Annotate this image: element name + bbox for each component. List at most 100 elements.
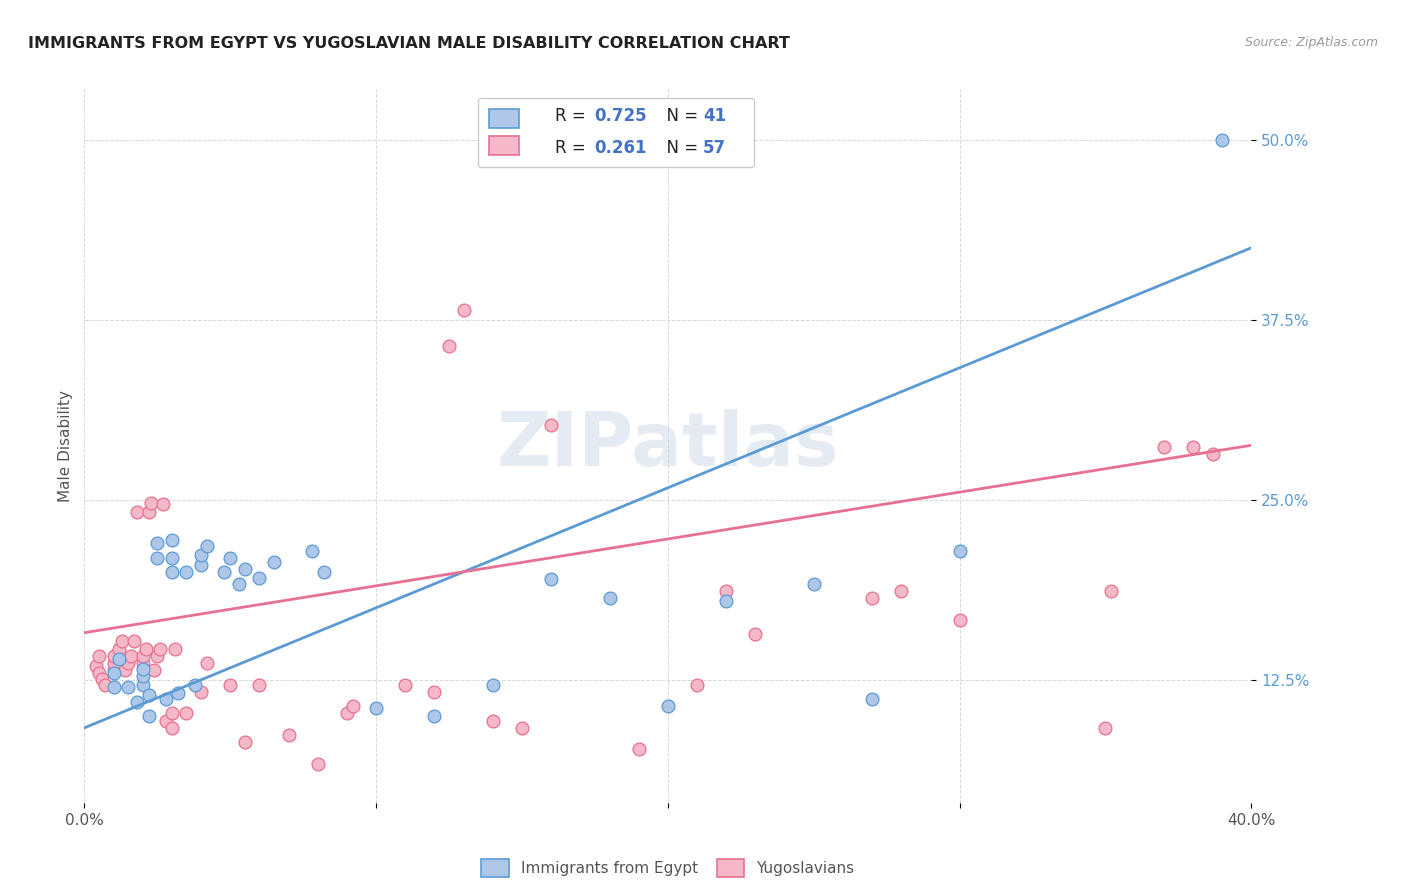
Point	[949, 613, 972, 627]
Point	[1099, 583, 1122, 598]
Legend: Immigrants from Egypt, Yugoslavians: Immigrants from Egypt, Yugoslavians	[475, 854, 860, 883]
Point	[860, 591, 883, 606]
Point	[184, 677, 207, 691]
Point	[132, 648, 155, 663]
Text: N =: N =	[657, 107, 704, 125]
Point	[90, 672, 112, 686]
Point	[103, 663, 125, 677]
Text: Source: ZipAtlas.com: Source: ZipAtlas.com	[1244, 36, 1378, 49]
Point	[160, 533, 183, 548]
Point	[103, 666, 125, 681]
Point	[277, 728, 299, 742]
Point	[336, 706, 359, 721]
Point	[146, 550, 169, 565]
Point	[135, 641, 157, 656]
Y-axis label: Male Disability: Male Disability	[58, 390, 73, 502]
Point	[190, 548, 212, 562]
Point	[1202, 447, 1225, 461]
Point	[155, 714, 177, 728]
Point	[540, 572, 562, 586]
Point	[138, 709, 160, 723]
Point	[482, 714, 505, 728]
Point	[1182, 440, 1205, 454]
Point	[152, 497, 174, 511]
Point	[599, 591, 621, 606]
Point	[132, 677, 155, 691]
Point	[117, 656, 139, 670]
Point	[233, 735, 256, 749]
Point	[138, 505, 160, 519]
Point	[394, 677, 416, 691]
Point	[423, 709, 446, 723]
Point	[1153, 440, 1175, 454]
Point	[301, 543, 323, 558]
Point	[103, 656, 125, 670]
Point	[146, 536, 169, 550]
Text: IMMIGRANTS FROM EGYPT VS YUGOSLAVIAN MALE DISABILITY CORRELATION CHART: IMMIGRANTS FROM EGYPT VS YUGOSLAVIAN MAL…	[28, 36, 790, 51]
Point	[138, 688, 160, 702]
Point	[87, 648, 110, 663]
Point	[233, 562, 256, 576]
Point	[249, 571, 271, 585]
Point	[219, 677, 242, 691]
Point	[117, 681, 139, 695]
Text: N =: N =	[657, 139, 704, 157]
Text: 57: 57	[703, 139, 725, 157]
Text: 41: 41	[703, 107, 725, 125]
Point	[219, 550, 242, 565]
Point	[190, 558, 212, 572]
Point	[143, 663, 166, 677]
Point	[160, 565, 183, 579]
Point	[166, 686, 188, 700]
Text: 0.261: 0.261	[595, 139, 647, 157]
Point	[160, 721, 183, 735]
Point	[141, 496, 163, 510]
Point	[125, 505, 148, 519]
Point	[108, 651, 131, 665]
Point	[149, 641, 172, 656]
Point	[312, 565, 335, 579]
Point	[860, 692, 883, 706]
Point	[146, 648, 169, 663]
Point	[132, 669, 155, 683]
Point	[155, 692, 177, 706]
Point	[176, 565, 198, 579]
Point	[1094, 721, 1116, 735]
Point	[510, 721, 533, 735]
Point	[949, 543, 972, 558]
Point	[120, 648, 142, 663]
Point	[342, 699, 364, 714]
Point	[160, 550, 183, 565]
Point	[87, 666, 110, 681]
Point	[84, 658, 107, 673]
Point	[214, 565, 236, 579]
Point	[108, 641, 131, 656]
Point	[540, 418, 562, 433]
Point	[437, 339, 460, 353]
Point	[716, 594, 738, 608]
Text: 0.725: 0.725	[595, 107, 647, 125]
Text: R =: R =	[555, 139, 591, 157]
Point	[195, 656, 218, 670]
Point	[125, 695, 148, 709]
Text: ZIPatlas: ZIPatlas	[496, 409, 839, 483]
Point	[453, 302, 475, 317]
Point	[1211, 133, 1233, 147]
Text: R =: R =	[555, 107, 591, 125]
Point	[263, 555, 285, 569]
Point	[103, 648, 125, 663]
Point	[111, 634, 134, 648]
Point	[716, 583, 738, 598]
Point	[132, 656, 155, 670]
Point	[423, 685, 446, 699]
Point	[482, 677, 505, 691]
Point	[686, 677, 709, 691]
Point	[176, 706, 198, 721]
Point	[163, 641, 186, 656]
Point	[803, 576, 825, 591]
Point	[103, 681, 125, 695]
Point	[228, 576, 250, 591]
Point	[307, 756, 329, 771]
Point	[366, 700, 388, 714]
Point	[249, 677, 271, 691]
